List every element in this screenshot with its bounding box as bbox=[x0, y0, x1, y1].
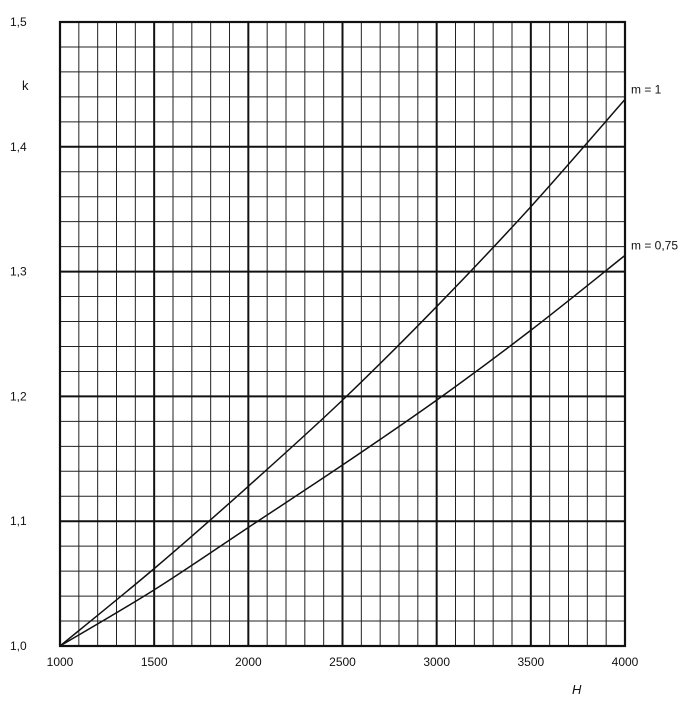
y-tick-label: 1,5 bbox=[10, 15, 27, 29]
x-tick-labels: 1000 1500 2000 2500 3000 3500 4000 bbox=[47, 655, 639, 669]
series-line-0 bbox=[59, 98, 626, 647]
series-lines bbox=[59, 98, 626, 647]
x-tick-label: 2500 bbox=[329, 655, 356, 669]
grid bbox=[60, 22, 625, 646]
x-tick-label: 1000 bbox=[47, 655, 74, 669]
x-tick-label: 2000 bbox=[235, 655, 262, 669]
x-tick-label: 3500 bbox=[517, 655, 544, 669]
x-axis-label: H bbox=[572, 682, 582, 697]
y-tick-labels: 1,0 1,1 1,2 1,3 1,4 1,5 bbox=[10, 15, 27, 653]
y-axis-label: k bbox=[22, 78, 29, 93]
series-label: m = 1 bbox=[631, 82, 662, 96]
y-tick-label: 1,2 bbox=[10, 389, 27, 403]
y-tick-label: 1,4 bbox=[10, 140, 27, 154]
y-tick-label: 1,1 bbox=[10, 514, 27, 528]
y-tick-label: 1,3 bbox=[10, 265, 27, 279]
series-line-1 bbox=[59, 254, 626, 647]
y-tick-label: 1,0 bbox=[10, 639, 27, 653]
x-tick-label: 1500 bbox=[141, 655, 168, 669]
plot-frame bbox=[58, 20, 627, 648]
x-tick-label: 4000 bbox=[612, 655, 639, 669]
series-labels: m = 1 m = 0,75 bbox=[631, 82, 678, 252]
series-label: m = 0,75 bbox=[631, 238, 678, 252]
x-tick-label: 3000 bbox=[423, 655, 450, 669]
